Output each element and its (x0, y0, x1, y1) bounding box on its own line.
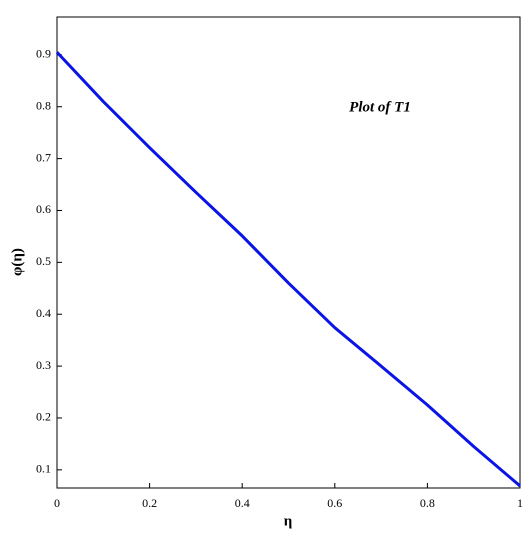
x-tick-label: 0.8 (420, 496, 435, 510)
x-tick-label: 0.6 (327, 496, 342, 510)
x-axis-label: η (284, 513, 293, 529)
y-tick-label: 0.4 (36, 306, 51, 320)
x-tick-label: 0 (54, 496, 60, 510)
y-tick-label: 0.5 (36, 254, 51, 268)
x-tick-label: 0.4 (235, 496, 250, 510)
y-tick-label: 0.7 (36, 150, 51, 164)
y-tick-label: 0.8 (36, 98, 51, 112)
x-tick-label: 0.2 (142, 496, 157, 510)
y-tick-label: 0.1 (36, 462, 51, 476)
annotation: Plot of T1 (349, 99, 411, 115)
y-axis-label: φ(η) (9, 248, 25, 276)
x-tick-label: 1 (517, 496, 523, 510)
y-tick-label: 0.9 (36, 47, 51, 61)
data-line (55, 51, 521, 488)
plot-frame (56, 16, 521, 489)
y-tick-label: 0.6 (36, 202, 51, 216)
y-tick-label: 0.3 (36, 358, 51, 372)
y-tick-label: 0.2 (36, 410, 51, 424)
